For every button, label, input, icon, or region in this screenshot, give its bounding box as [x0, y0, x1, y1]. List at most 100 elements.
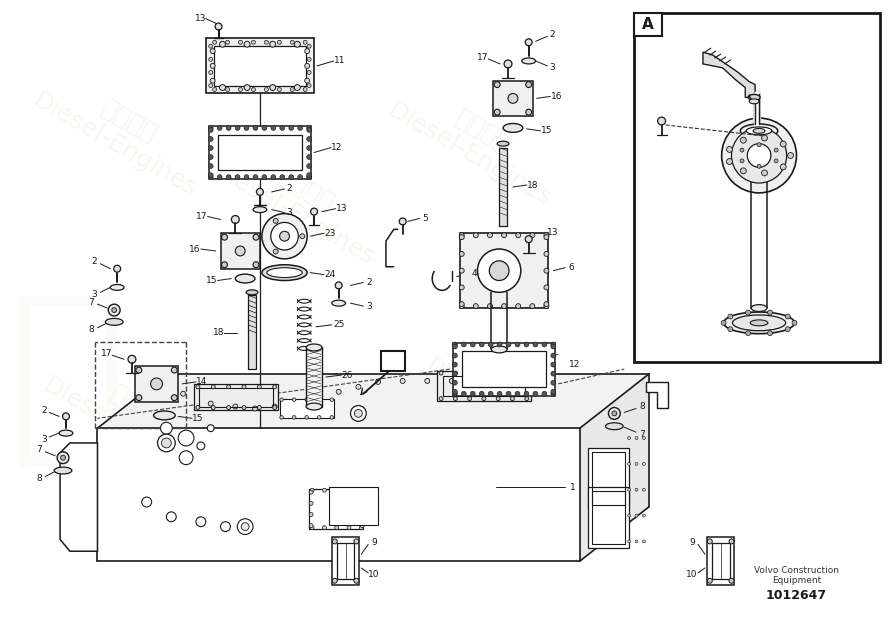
Bar [328, 487, 378, 525]
Text: 3: 3 [42, 434, 47, 443]
Ellipse shape [253, 207, 267, 213]
Circle shape [290, 88, 295, 91]
Circle shape [542, 342, 546, 347]
Text: 2: 2 [367, 278, 372, 287]
Circle shape [61, 455, 66, 460]
Circle shape [746, 331, 750, 336]
Circle shape [459, 252, 465, 257]
Circle shape [351, 406, 367, 421]
Circle shape [524, 391, 529, 396]
Text: 10: 10 [368, 570, 380, 580]
Circle shape [279, 416, 283, 419]
Circle shape [360, 524, 364, 528]
Circle shape [544, 268, 549, 273]
Circle shape [211, 406, 215, 409]
Circle shape [297, 401, 302, 406]
Circle shape [452, 353, 457, 358]
Circle shape [347, 526, 351, 530]
Circle shape [57, 452, 69, 464]
Circle shape [208, 125, 214, 130]
Polygon shape [98, 374, 649, 428]
Circle shape [278, 40, 281, 44]
Circle shape [208, 128, 214, 132]
Circle shape [197, 442, 205, 450]
Text: 柴发动力
Diesel-Engines: 柴发动力 Diesel-Engines [236, 379, 422, 516]
Circle shape [196, 385, 200, 389]
Bar [634, 13, 661, 36]
Circle shape [332, 578, 337, 583]
Circle shape [525, 39, 532, 46]
Circle shape [208, 173, 214, 178]
Ellipse shape [749, 99, 759, 104]
Circle shape [307, 71, 311, 74]
Circle shape [235, 125, 240, 130]
Circle shape [643, 436, 645, 439]
Circle shape [643, 488, 645, 491]
Circle shape [551, 371, 555, 376]
Circle shape [279, 125, 285, 130]
Circle shape [461, 391, 466, 396]
Circle shape [136, 395, 142, 401]
Text: 16: 16 [190, 245, 201, 254]
Text: 7: 7 [639, 429, 644, 439]
Circle shape [453, 371, 457, 375]
Circle shape [425, 379, 430, 383]
Circle shape [740, 148, 744, 152]
Circle shape [208, 136, 214, 141]
Text: 16: 16 [551, 92, 562, 101]
Ellipse shape [724, 312, 795, 334]
Circle shape [304, 78, 310, 83]
Circle shape [481, 371, 486, 375]
Circle shape [252, 40, 255, 44]
Ellipse shape [54, 467, 72, 474]
Ellipse shape [59, 430, 73, 436]
Circle shape [740, 168, 746, 174]
Circle shape [439, 371, 443, 375]
Circle shape [298, 125, 303, 130]
Circle shape [643, 540, 645, 543]
Circle shape [171, 367, 177, 373]
Circle shape [452, 389, 457, 394]
Ellipse shape [746, 127, 772, 135]
Ellipse shape [751, 305, 767, 312]
Text: 柴发动力
Diesel-Engines: 柴发动力 Diesel-Engines [384, 74, 570, 212]
Bar [214, 46, 306, 86]
Circle shape [209, 84, 213, 88]
Circle shape [452, 362, 457, 367]
Circle shape [658, 117, 666, 125]
Text: 7: 7 [36, 445, 42, 454]
Circle shape [303, 88, 307, 91]
Circle shape [740, 137, 746, 143]
Circle shape [498, 391, 502, 396]
Circle shape [307, 175, 311, 180]
Circle shape [222, 234, 228, 240]
Text: A: A [388, 355, 398, 367]
Bar [462, 351, 546, 387]
Circle shape [530, 233, 535, 238]
Circle shape [257, 385, 262, 389]
Circle shape [242, 406, 246, 409]
Bar [217, 135, 303, 170]
Circle shape [726, 146, 732, 152]
Circle shape [452, 380, 457, 385]
Circle shape [307, 128, 311, 132]
Circle shape [330, 416, 334, 419]
Circle shape [211, 385, 215, 389]
Circle shape [142, 497, 151, 507]
Ellipse shape [110, 284, 124, 290]
Circle shape [635, 488, 638, 491]
Circle shape [209, 58, 213, 61]
Text: 4: 4 [472, 269, 477, 278]
Circle shape [235, 175, 240, 180]
Bar [206, 38, 314, 93]
Circle shape [354, 539, 359, 544]
Circle shape [273, 249, 279, 254]
Text: 12: 12 [570, 360, 580, 369]
Circle shape [788, 153, 794, 158]
Circle shape [309, 524, 313, 528]
Bar [499, 148, 507, 227]
Circle shape [311, 208, 318, 215]
Circle shape [544, 252, 549, 257]
Bar [309, 490, 363, 528]
Circle shape [643, 514, 645, 517]
